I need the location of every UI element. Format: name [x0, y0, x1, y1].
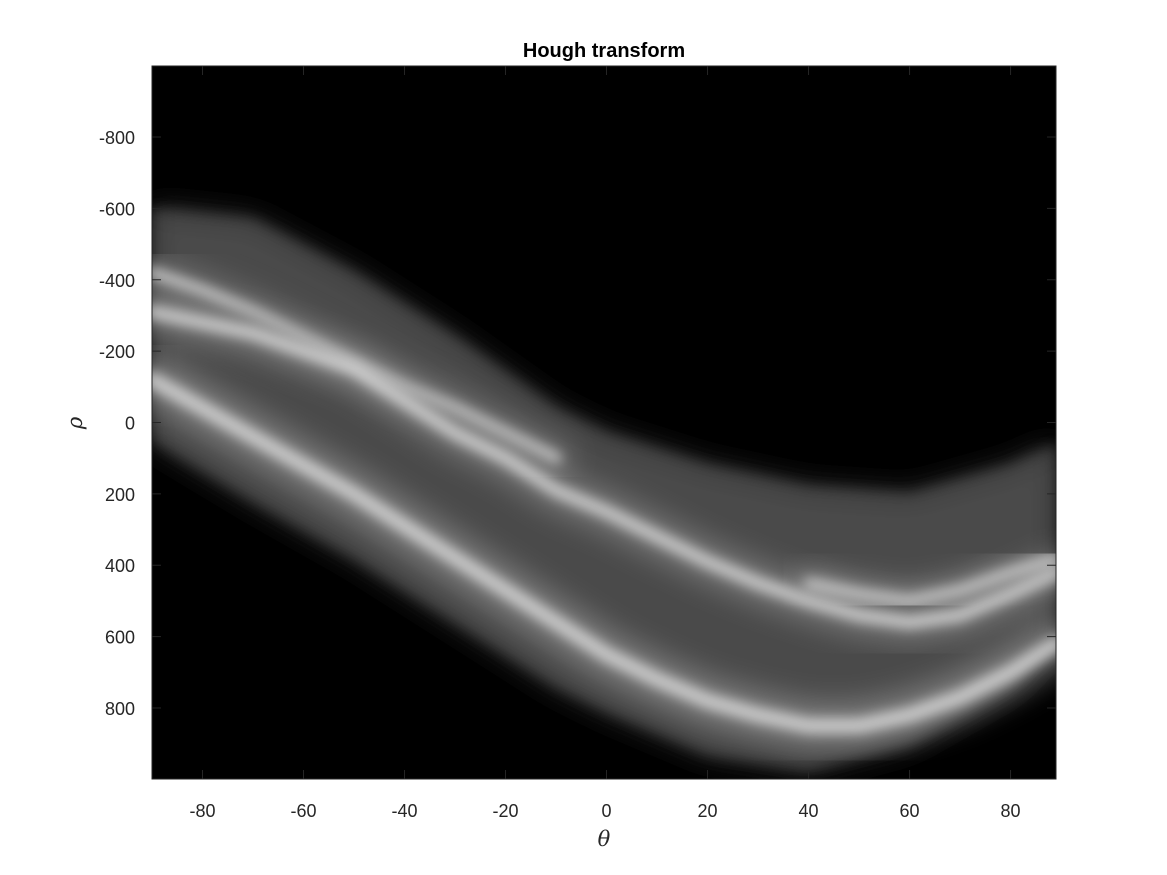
hough-band — [152, 372, 1056, 734]
x-tick-label: 20 — [698, 801, 718, 821]
y-tick-label: -400 — [99, 271, 135, 291]
y-tick-label: -600 — [99, 199, 135, 219]
x-tick-label: 60 — [900, 801, 920, 821]
x-axis-label: θ — [598, 827, 611, 851]
hough-band — [804, 553, 1056, 606]
x-tick-label: -60 — [291, 801, 317, 821]
y-tick-label: 800 — [105, 699, 135, 719]
y-tick-label: 200 — [105, 485, 135, 505]
y-tick-label: 0 — [125, 414, 135, 434]
x-tick-label: -80 — [189, 801, 215, 821]
y-tick-label: 600 — [105, 628, 135, 648]
plot-area — [151, 65, 1057, 780]
chart-title: Hough transform — [523, 40, 685, 62]
x-tick-label: -20 — [493, 801, 519, 821]
heatmap-layer — [152, 208, 1056, 771]
y-axis-ticks: -800 -600 -400 -200 0 200 400 600 800 — [99, 128, 1056, 719]
x-axis-ticks: -80 -60 -40 -20 0 20 40 60 80 — [189, 66, 1021, 821]
x-tick-label: 0 — [602, 801, 612, 821]
x-tick-label: 40 — [799, 801, 819, 821]
x-tick-label: 80 — [1001, 801, 1021, 821]
y-tick-label: 400 — [105, 556, 135, 576]
hough-band — [152, 305, 1056, 629]
y-axis-label: ρ — [63, 416, 87, 430]
y-tick-label: -800 — [99, 128, 135, 148]
y-tick-label: -200 — [99, 342, 135, 362]
x-tick-label: -40 — [392, 801, 418, 821]
